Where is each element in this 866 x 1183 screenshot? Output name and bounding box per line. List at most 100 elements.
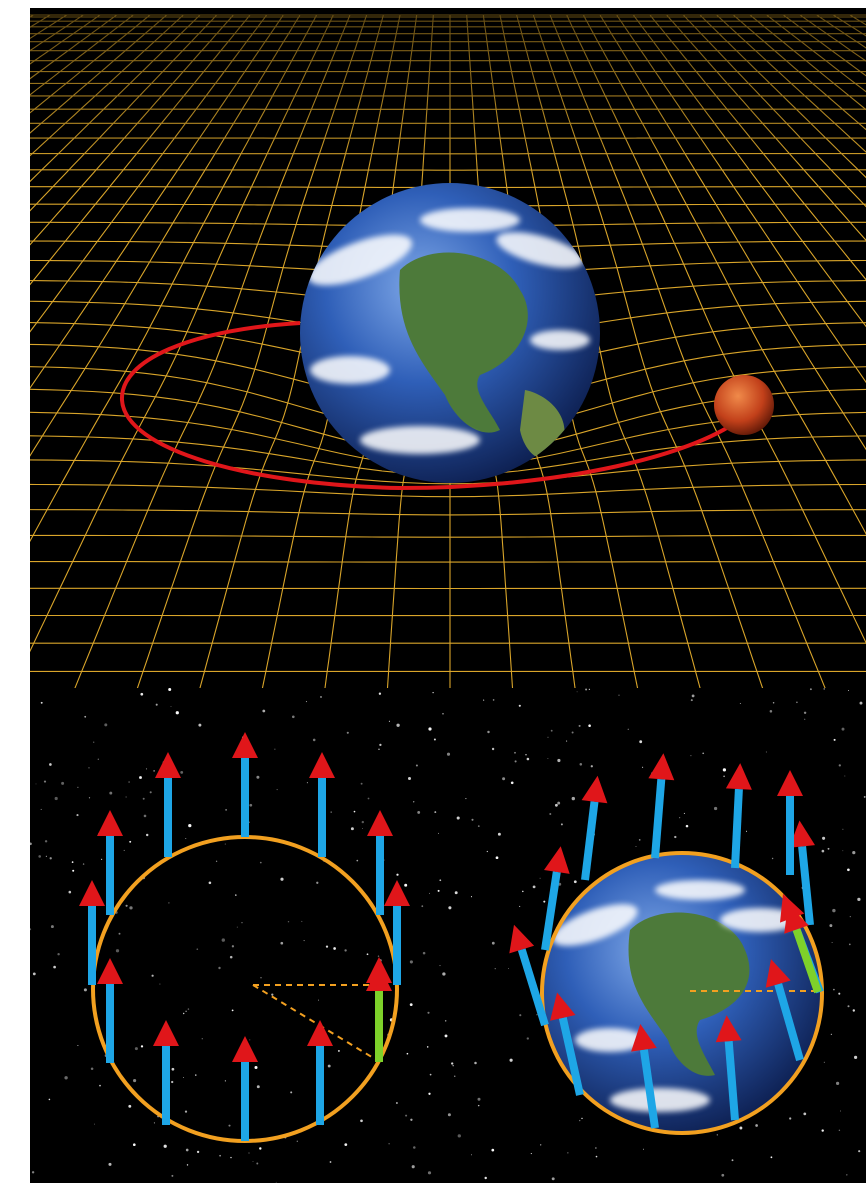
star (447, 1113, 451, 1117)
arrow-head (550, 992, 576, 1021)
star (830, 1033, 833, 1036)
star (38, 855, 42, 858)
star (145, 768, 148, 770)
star (847, 868, 850, 872)
star (128, 1104, 132, 1108)
star (432, 691, 434, 694)
arrow-head (384, 880, 410, 906)
star (249, 803, 253, 807)
star (129, 906, 133, 910)
star (551, 1177, 555, 1181)
star (53, 965, 56, 969)
star (514, 751, 516, 754)
star (97, 758, 99, 760)
star (713, 806, 718, 811)
star (303, 940, 305, 942)
star (241, 922, 243, 924)
star (536, 1014, 538, 1016)
star (404, 883, 408, 887)
star (849, 916, 851, 918)
star (442, 713, 444, 715)
arrow-head (715, 1015, 742, 1043)
star (833, 988, 835, 991)
star (155, 703, 158, 706)
star (333, 947, 336, 950)
star (571, 796, 575, 801)
flat-dashed-line-2 (252, 984, 381, 1063)
star (854, 1055, 858, 1059)
star (491, 941, 495, 945)
transport-panel (30, 688, 866, 1183)
star (145, 833, 149, 837)
star (491, 747, 495, 751)
star (88, 767, 90, 769)
star (362, 828, 363, 829)
star (411, 1165, 415, 1169)
star (224, 1080, 227, 1082)
star (635, 845, 637, 847)
star (497, 832, 501, 836)
star (833, 738, 836, 741)
star (231, 945, 235, 948)
star (312, 738, 316, 742)
star (195, 1074, 197, 1076)
star (31, 1171, 35, 1174)
star (231, 1009, 234, 1012)
star (329, 1161, 332, 1163)
star (484, 1176, 487, 1180)
star (168, 902, 170, 904)
star (221, 938, 225, 942)
star (230, 1156, 232, 1159)
star (848, 943, 851, 946)
star (838, 992, 841, 995)
star (745, 830, 748, 832)
star (259, 861, 262, 864)
star (262, 709, 266, 713)
star (344, 949, 347, 952)
arrow-shaft (541, 871, 561, 951)
star (72, 869, 75, 872)
star (48, 1098, 51, 1101)
star (483, 699, 485, 701)
star (470, 1154, 473, 1156)
star (470, 896, 473, 898)
star (188, 823, 192, 828)
vector-arrow (366, 965, 392, 1000)
star (789, 1117, 792, 1120)
star (549, 813, 552, 815)
star (427, 1171, 432, 1175)
earth-icon (300, 183, 600, 483)
star (108, 1162, 112, 1166)
vector-arrow (777, 770, 803, 875)
vector-arrow (232, 1036, 258, 1141)
star (366, 953, 369, 956)
vector-arrow (648, 753, 675, 859)
star (142, 797, 145, 800)
star (133, 1079, 137, 1083)
star (842, 828, 844, 830)
star (71, 861, 74, 863)
star (690, 699, 693, 702)
star (566, 740, 568, 742)
star (840, 1110, 841, 1112)
star (185, 1148, 189, 1152)
star (378, 692, 382, 695)
star (502, 777, 506, 781)
star (421, 905, 424, 908)
star (249, 1039, 251, 1041)
star (396, 873, 399, 876)
star (30, 928, 32, 931)
vector-arrow (509, 924, 549, 1027)
vector-arrow (784, 905, 822, 994)
star (514, 760, 517, 763)
star (183, 1012, 185, 1015)
star (45, 855, 47, 857)
star (547, 758, 549, 760)
star (153, 770, 155, 772)
vector-arrow (581, 775, 608, 881)
star (115, 949, 120, 953)
star (846, 1174, 848, 1176)
star (196, 948, 199, 951)
star (140, 692, 144, 696)
